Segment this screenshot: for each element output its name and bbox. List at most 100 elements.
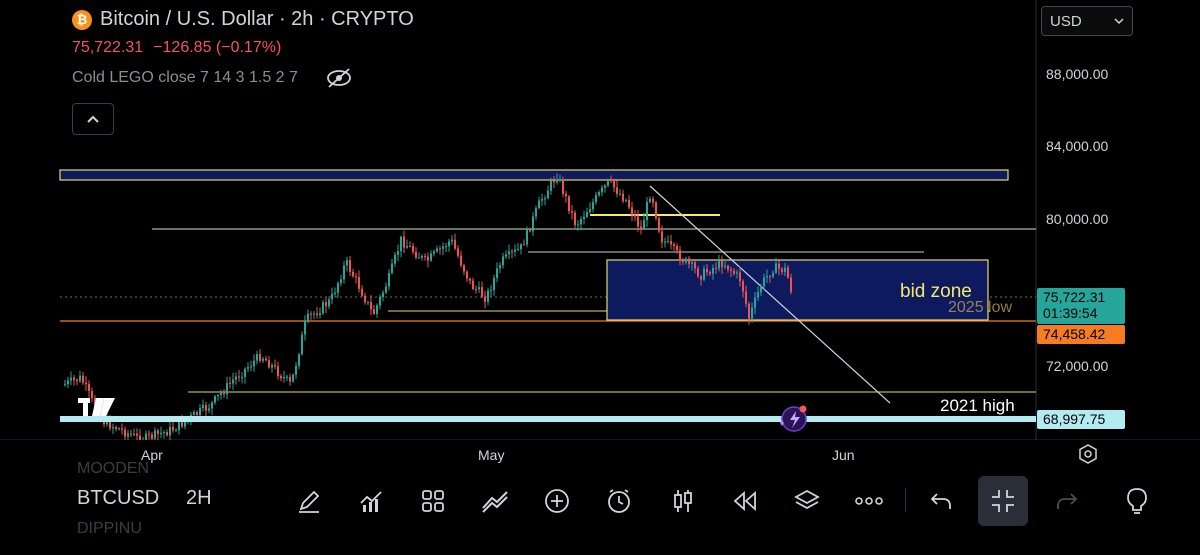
add-icon (545, 489, 569, 513)
candle-body (379, 296, 381, 306)
time-axis[interactable]: Apr May Jun (0, 440, 1036, 470)
price-axis-label: 80,000.00 (1046, 211, 1109, 227)
replay-button[interactable] (728, 484, 762, 518)
candle-body (313, 313, 315, 315)
candle-body (130, 433, 132, 435)
candle-body (220, 393, 222, 396)
interval-button[interactable]: 2H (186, 487, 212, 509)
fullscreen-toggle-button[interactable] (978, 476, 1028, 526)
candle-body (763, 277, 765, 287)
candle-body (709, 272, 711, 274)
candle-body (613, 180, 615, 188)
alert-button[interactable] (602, 484, 636, 518)
candle-body (616, 187, 618, 194)
draw-button[interactable] (292, 484, 326, 518)
candle-body (397, 251, 399, 255)
time-label-jun: Jun (832, 447, 855, 463)
candle-body (304, 320, 306, 335)
add-button[interactable] (540, 484, 574, 518)
currency-select[interactable]: USD (1041, 6, 1133, 36)
more-button[interactable] (852, 484, 886, 518)
symbol-header: ₿ Bitcoin / U.S. Dollar · 2h · CRYPTO 75… (72, 8, 414, 89)
trendline[interactable] (649, 185, 891, 404)
candle-body (115, 427, 117, 430)
candle-body (196, 411, 198, 415)
candle-body (499, 265, 501, 269)
candle-body (472, 280, 474, 289)
candle-body (151, 434, 153, 439)
bitcoin-icon: ₿ (72, 9, 92, 30)
compare-button[interactable] (478, 484, 512, 518)
templates-button[interactable] (416, 484, 450, 518)
currency-value: USD (1050, 12, 1082, 30)
chart-settings-button[interactable] (1077, 444, 1099, 466)
candle-body (412, 246, 414, 252)
candle-body (700, 276, 702, 280)
candle-body (82, 375, 84, 383)
level-band-blue[interactable] (60, 416, 1036, 422)
ideas-button[interactable] (1120, 484, 1154, 518)
candle-body (520, 244, 522, 250)
candle-body (583, 216, 585, 219)
symbol-button[interactable]: BTCUSD (77, 487, 160, 509)
candle-body (241, 376, 243, 378)
layers-icon (794, 489, 820, 510)
candle-body (364, 295, 366, 303)
candle-body (331, 294, 333, 300)
chart-area[interactable]: bid zone 2025 low 2021 high (0, 0, 1200, 470)
candle-body (271, 364, 273, 368)
candle-body (73, 377, 75, 380)
candle-body (496, 268, 498, 278)
undo-icon (930, 493, 951, 509)
magic-sparkle-icon[interactable] (780, 405, 807, 432)
indicators-button[interactable] (354, 484, 388, 518)
candle-body (580, 218, 582, 225)
symbol-title[interactable]: Bitcoin / U.S. Dollar · 2h · CRYPTO (100, 8, 414, 30)
candle-body (670, 240, 672, 245)
candle-body (733, 270, 735, 274)
candle-body (391, 263, 393, 274)
chart-type-button[interactable] (666, 484, 700, 518)
bid-zone-label: bid zone (900, 281, 972, 302)
candle-body (511, 251, 513, 253)
candle-body (742, 281, 744, 292)
chevron-down-icon (1114, 18, 1124, 25)
candle-body (502, 256, 504, 266)
candle-body (430, 253, 432, 261)
candle-body (556, 179, 558, 183)
candle-body (262, 358, 264, 361)
candle-body (307, 313, 309, 321)
collapse-legend-button[interactable] (72, 103, 114, 135)
candle-body (367, 302, 369, 304)
candle-body (361, 288, 363, 296)
hide-eye-icon[interactable] (324, 67, 354, 89)
layers-button[interactable] (790, 484, 824, 518)
undo-button[interactable] (924, 484, 958, 518)
candle-body (745, 291, 747, 304)
candle-body (328, 299, 330, 307)
candle-body (538, 200, 540, 209)
candle-body (424, 255, 426, 257)
settings-icon (1079, 444, 1097, 464)
indicator-label[interactable]: Cold LEGO close 7 14 3 1.5 2 7 (72, 69, 298, 86)
candle-body (505, 254, 507, 257)
redo-button[interactable] (1050, 484, 1084, 518)
candle-body (460, 255, 462, 266)
candle-body (481, 287, 483, 297)
candle-body (160, 432, 162, 434)
candle-body (730, 269, 732, 271)
pen-icon (299, 490, 320, 513)
candle-body (715, 268, 717, 270)
candle-body (127, 433, 129, 437)
resistance-zone[interactable] (59, 169, 1009, 181)
price-chart[interactable]: bid zone 2025 low 2021 high (0, 0, 1200, 470)
tradingview-logo-icon (78, 398, 115, 416)
candle-body (148, 433, 150, 435)
current-price-value: 75,722.31 (1043, 289, 1106, 305)
time-label-may: May (478, 447, 505, 463)
candle-body (469, 278, 471, 281)
candle-body (688, 258, 690, 264)
time-label-apr: Apr (141, 447, 163, 463)
bottom-toolbar: MOODEN BTCUSD 2H DIPPINU (0, 460, 1200, 555)
price-change: −126.85 (−0.17%) (153, 39, 282, 56)
